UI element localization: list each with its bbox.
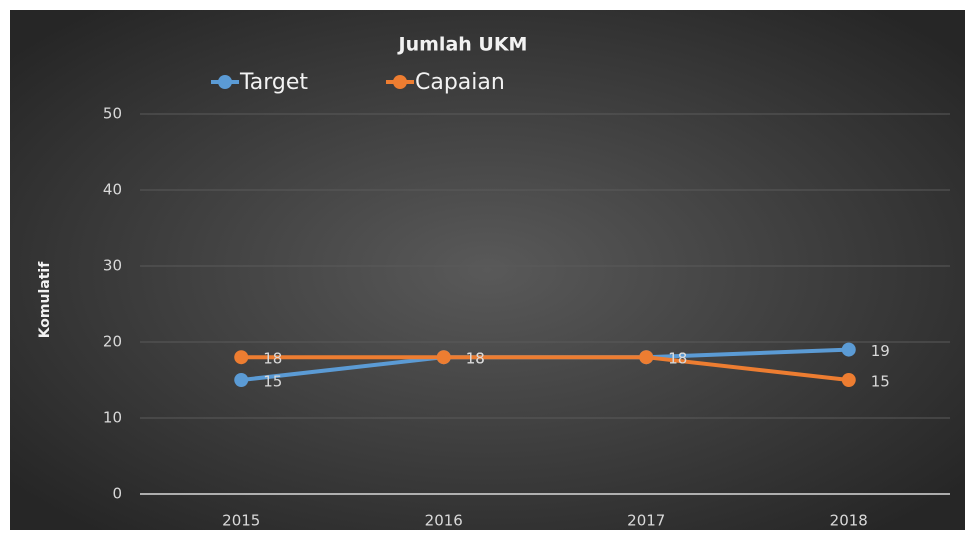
legend-marker bbox=[218, 75, 232, 89]
data-label: 18 bbox=[466, 350, 485, 368]
data-label: 15 bbox=[263, 373, 282, 391]
x-tick-label: 2016 bbox=[425, 512, 463, 530]
data-point bbox=[841, 373, 856, 387]
x-tick-label: 2018 bbox=[830, 512, 868, 530]
y-tick-label: 20 bbox=[103, 333, 122, 351]
data-label: 15 bbox=[871, 373, 890, 391]
data-label: 19 bbox=[871, 342, 890, 360]
chart-background bbox=[10, 10, 965, 530]
y-tick-label: 40 bbox=[103, 181, 122, 199]
data-point bbox=[841, 342, 856, 357]
y-tick-label: 50 bbox=[103, 105, 122, 123]
data-point bbox=[436, 350, 451, 365]
y-tick-label: 10 bbox=[103, 409, 122, 427]
y-tick-label: 0 bbox=[112, 485, 122, 503]
x-tick-label: 2017 bbox=[627, 512, 665, 530]
data-label: 18 bbox=[668, 350, 687, 368]
data-point bbox=[639, 350, 654, 365]
y-tick-label: 30 bbox=[103, 257, 122, 275]
legend-marker bbox=[393, 75, 407, 89]
data-point bbox=[234, 350, 249, 365]
x-tick-label: 2015 bbox=[222, 512, 260, 530]
data-label: 18 bbox=[263, 350, 282, 368]
series-line bbox=[241, 355, 849, 382]
y-axis-label: Komulatif bbox=[37, 261, 53, 339]
chart-title: Jumlah UKM bbox=[397, 34, 528, 56]
data-point bbox=[234, 373, 249, 387]
legend-label: Target bbox=[239, 70, 308, 95]
legend-label: Capaian bbox=[415, 70, 505, 95]
